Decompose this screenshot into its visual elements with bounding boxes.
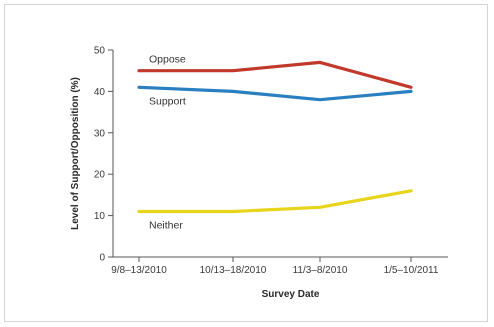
y-tick-label: 0: [99, 253, 105, 264]
x-axis-ticks: 9/8–13/2010 10/13–18/2010 11/3–8/2010 1/5–1…: [111, 257, 439, 276]
x-tick-label: 11/3–8/2010: [293, 265, 348, 276]
x-tick-label: 9/8–13/2010: [111, 265, 167, 276]
y-tick-label: 50: [94, 46, 106, 57]
series-line-oppose: [137, 60, 413, 89]
y-tick-label: 30: [94, 128, 106, 139]
series-line-neither: [137, 189, 413, 214]
series-label-neither: Neither: [149, 219, 183, 231]
series-label-support: Support: [149, 95, 186, 107]
x-tick-label: 1/5–10/2011: [384, 265, 439, 276]
series-line-support: [137, 85, 413, 102]
y-axis-title: Level of Support/Opposition (%): [70, 77, 81, 230]
y-axis-ticks: 0 10 20 30 40 50: [94, 46, 113, 264]
y-tick-label: 40: [94, 87, 106, 98]
series-labels: Oppose Support Neither: [149, 54, 186, 232]
series-lines: [137, 60, 413, 214]
y-tick-label: 20: [94, 170, 106, 181]
y-tick-label: 10: [94, 211, 106, 222]
chart-frame: [4, 4, 488, 322]
series-label-oppose: Oppose: [149, 54, 186, 66]
x-tick-label: 10/13–18/2010: [200, 265, 267, 276]
x-axis-title: Survey Date: [262, 289, 320, 300]
